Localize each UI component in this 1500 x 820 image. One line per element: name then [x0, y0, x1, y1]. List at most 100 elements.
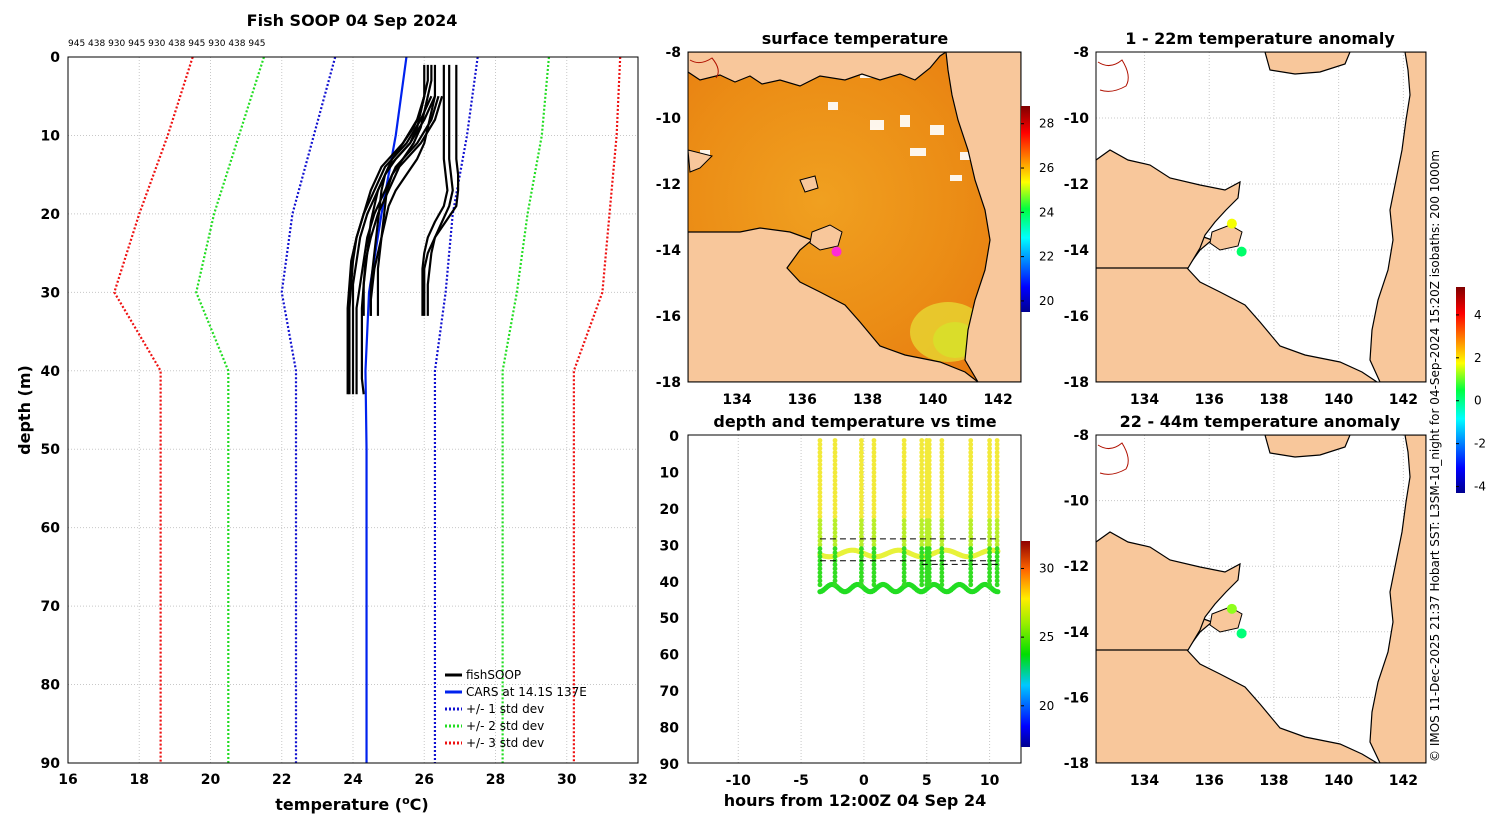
sst-xtick-label: 138 [853, 392, 882, 408]
time-point-dive [832, 578, 838, 584]
time-colorbar-ticks: 20 25 30 [1021, 561, 1054, 713]
time-point-dive [859, 526, 864, 532]
time-point-dive [926, 562, 932, 568]
anomaly-deep-point [1236, 628, 1247, 639]
legend-label-std1: +/- 1 std dev [466, 702, 544, 716]
time-point-dive [926, 570, 932, 576]
anomaly-colorbar [1456, 287, 1465, 493]
time-point-dive [994, 578, 1000, 584]
anomaly-shallow-xtick-label: 134 [1130, 392, 1159, 408]
time-point-dive [926, 574, 932, 580]
time-point-dive [859, 582, 864, 588]
sst-ytick-label: -16 [656, 309, 681, 325]
time-point-dive [901, 462, 907, 467]
time-point-dive [832, 538, 838, 544]
time-point-dive [901, 442, 907, 447]
time-point-dive [901, 438, 907, 443]
time-point-dive [919, 538, 925, 544]
time-point-dive [919, 518, 925, 524]
time-point-dive [832, 574, 838, 580]
time-point-dive [919, 478, 925, 483]
time-point-dive [968, 538, 974, 544]
time-colorbar-tick-label: 20 [1039, 699, 1054, 713]
anomaly-shallow-land-north [1264, 52, 1351, 75]
time-point-dive [919, 526, 925, 532]
time-point-dive [901, 578, 907, 584]
anomaly-deep-land-cape-york [1369, 435, 1426, 763]
time-point-dive [994, 442, 1000, 447]
anomaly-shallow-land-arnhem [1096, 149, 1241, 269]
time-point-dive [987, 474, 992, 479]
time-point-dive [926, 582, 932, 588]
time-point-dive [968, 482, 974, 487]
time-point-dive [832, 546, 838, 552]
time-point-dive [926, 470, 932, 475]
anomaly-shallow-ytick-label: -12 [1064, 177, 1089, 193]
time-point-dive [968, 502, 974, 508]
time-point-dive [817, 526, 823, 532]
anomaly-deep-ytick-label: -12 [1064, 559, 1089, 575]
time-point-dive [968, 466, 974, 471]
time-point-dive [817, 510, 823, 516]
time-point-dive [926, 478, 932, 483]
time-point-dive [817, 470, 823, 475]
time-point-dive [987, 566, 992, 572]
anomaly-shallow-land-cape-york [1369, 52, 1426, 382]
fishsoop-profile-deep [348, 95, 426, 395]
time-point-dive [926, 442, 932, 447]
time-point-dive [919, 514, 925, 520]
time-point-dive [859, 546, 864, 552]
fishsoop-profile-shallow [376, 64, 433, 316]
time-point-dive [968, 462, 974, 467]
time-point-dive [968, 510, 974, 516]
time-point-dive [901, 494, 907, 499]
time-point-dive [926, 526, 932, 532]
time-point-dive [871, 518, 877, 524]
time-point-dive [939, 554, 945, 560]
sst-xtick-label: 136 [788, 392, 817, 408]
time-point-dive [832, 566, 838, 572]
time-point-dive [832, 438, 838, 443]
anomaly-shallow-ytick-label: -14 [1064, 243, 1090, 259]
profile-xtick-label: 32 [628, 772, 647, 788]
anomaly-deep-xtick-label: 138 [1259, 773, 1288, 789]
time-point-dive [994, 474, 1000, 479]
anomaly-deep-ytick-label: -10 [1064, 494, 1090, 510]
time-point-dive [939, 458, 945, 463]
time-point-dive [987, 490, 992, 495]
time-point-dive [871, 446, 877, 451]
time-point-dive [919, 534, 925, 540]
time-point-dive [859, 550, 864, 556]
time-point-dive [817, 566, 823, 572]
time-ytick-label: 60 [660, 648, 680, 664]
anomaly-shallow-isobath [1097, 59, 1129, 92]
time-point-dive [919, 454, 925, 459]
profile-xtick-label: 30 [557, 772, 577, 788]
time-point-dive [926, 454, 932, 459]
time-point-dive [987, 574, 992, 580]
time-point-dive [859, 570, 864, 576]
time-point-dive [939, 450, 945, 455]
profile-title: Fish SOOP 04 Sep 2024 [247, 11, 458, 30]
time-point-dive [859, 502, 864, 508]
time-point-dive [919, 450, 925, 455]
time-point-dive [994, 538, 1000, 544]
time-point-dive [859, 578, 864, 584]
time-point-dive [817, 530, 823, 536]
time-xtick-label: 10 [980, 773, 1000, 789]
profile-panel: Fish SOOP 04 Sep 2024 945 438 930 945 93… [15, 11, 648, 814]
time-point-dive [939, 498, 945, 503]
time-point-dive [994, 470, 1000, 475]
time-point-dive [832, 570, 838, 576]
time-point-dive [817, 542, 823, 548]
time-point-dive [871, 438, 877, 443]
time-point-dive [817, 478, 823, 483]
time-point-dive [926, 506, 932, 512]
time-point-dive [859, 438, 864, 443]
time-point-dive [994, 570, 1000, 576]
time-point-dive [859, 518, 864, 524]
anomaly-shallow-ytick-label: -18 [1064, 375, 1089, 391]
time-point-dive [859, 446, 864, 451]
time-point-dive [859, 554, 864, 560]
time-point-dive [968, 494, 974, 499]
